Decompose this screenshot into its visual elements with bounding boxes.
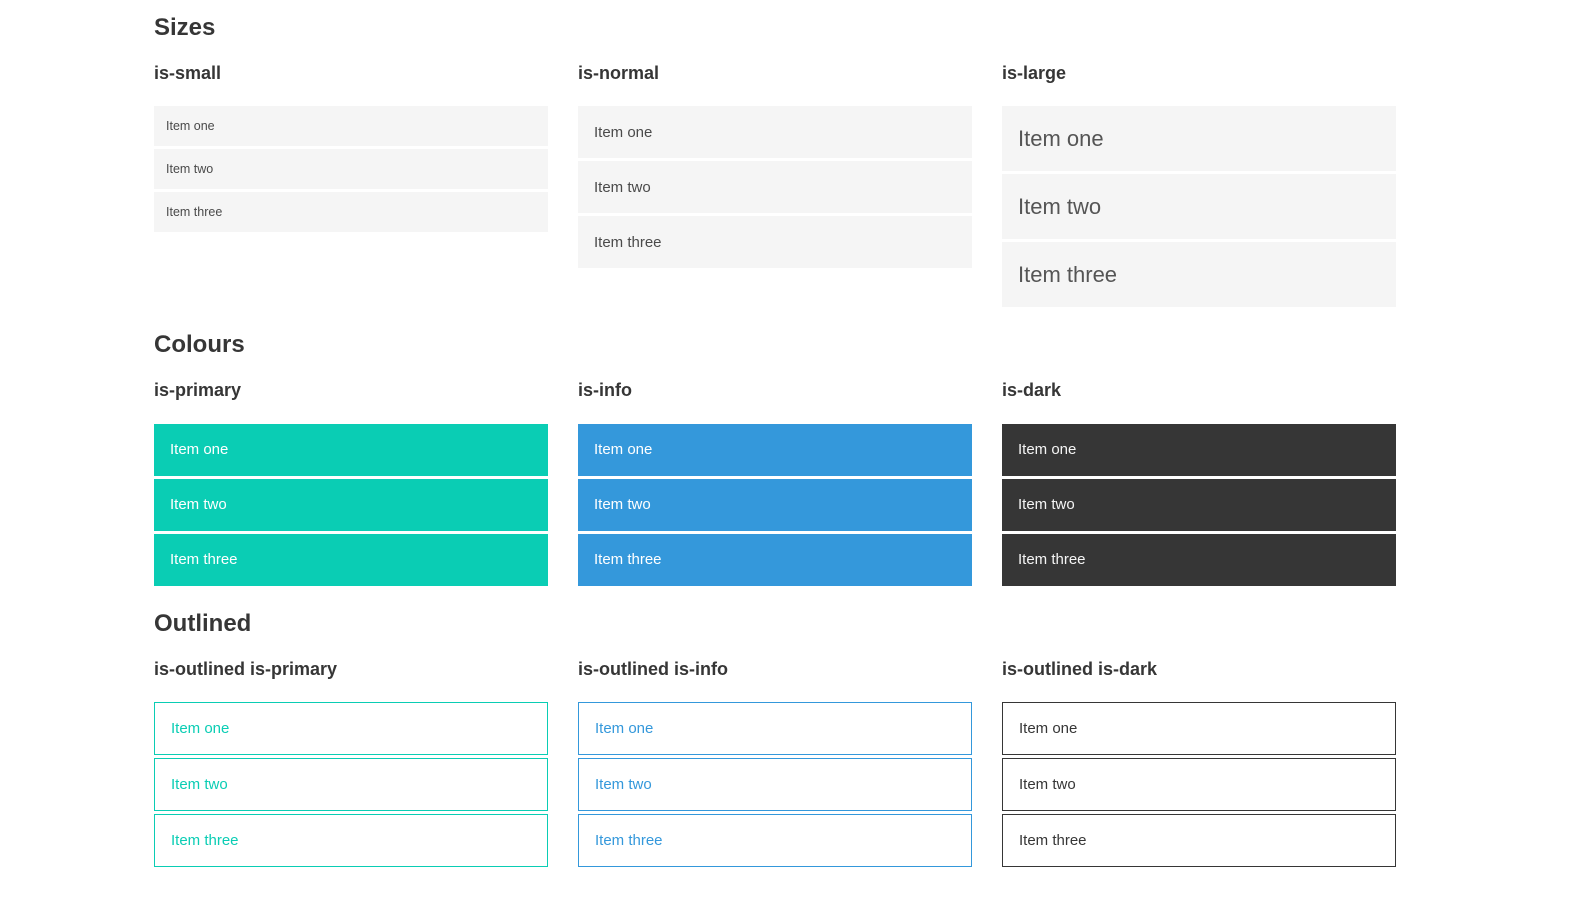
list-item[interactable]: Item two — [154, 758, 548, 812]
group-is-info: is-info Item one Item two Item three — [578, 380, 972, 586]
list-info: Item one Item two Item three — [578, 423, 972, 586]
style-guide-page: Sizes is-small Item one Item two Item th… — [154, 0, 1396, 921]
list-item[interactable]: Item three — [154, 192, 548, 233]
group-label: is-normal — [578, 62, 660, 83]
section-outlined-grid: is-outlined is-primary Item one Item two… — [154, 659, 1396, 868]
section-sizes-grid: is-small Item one Item two Item three is… — [154, 63, 1396, 308]
list-small: Item one Item two Item three — [154, 106, 548, 233]
list-item[interactable]: Item one — [578, 106, 972, 159]
group-label: is-outlined is-info — [578, 658, 728, 679]
list-normal: Item one Item two Item three — [578, 106, 972, 269]
group-is-large: is-large Item one Item two Item three — [1002, 63, 1396, 308]
group-is-normal: is-normal Item one Item two Item three — [578, 63, 972, 269]
group-label: is-outlined is-primary — [154, 658, 338, 679]
section-outlined: Outlined is-outlined is-primary Item one… — [154, 609, 1396, 868]
group-is-primary: is-primary Item one Item two Item three — [154, 380, 548, 586]
list-item[interactable]: Item two — [1002, 478, 1396, 531]
group-label: is-info — [578, 380, 632, 401]
list-item[interactable]: Item one — [578, 423, 972, 476]
list-outlined-info: Item one Item two Item three — [578, 702, 972, 868]
group-is-outlined-is-info: is-outlined is-info Item one Item two It… — [578, 659, 972, 868]
list-large: Item one Item two Item three — [1002, 106, 1396, 308]
list-item[interactable]: Item one — [154, 423, 548, 476]
section-sizes: Sizes is-small Item one Item two Item th… — [154, 14, 1396, 308]
group-label: is-dark — [1002, 380, 1062, 401]
list-item[interactable]: Item two — [578, 478, 972, 531]
list-item[interactable]: Item two — [1002, 174, 1396, 240]
list-item[interactable]: Item one — [1002, 702, 1396, 756]
list-item[interactable]: Item one — [1002, 106, 1396, 172]
list-item[interactable]: Item two — [154, 149, 548, 190]
group-is-outlined-is-primary: is-outlined is-primary Item one Item two… — [154, 659, 548, 868]
list-item[interactable]: Item three — [1002, 533, 1396, 586]
list-item[interactable]: Item two — [578, 758, 972, 812]
list-item[interactable]: Item one — [1002, 423, 1396, 476]
section-title: Colours — [154, 331, 245, 359]
list-item[interactable]: Item three — [154, 814, 548, 868]
section-title: Sizes — [154, 14, 216, 41]
group-label: is-small — [154, 62, 222, 83]
list-item[interactable]: Item three — [1002, 814, 1396, 868]
group-label: is-outlined is-dark — [1002, 658, 1158, 679]
group-is-dark: is-dark Item one Item two Item three — [1002, 380, 1396, 586]
list-item[interactable]: Item one — [578, 702, 972, 756]
list-item[interactable]: Item two — [1002, 758, 1396, 812]
list-outlined-primary: Item one Item two Item three — [154, 702, 548, 868]
list-outlined-dark: Item one Item two Item three — [1002, 702, 1396, 868]
list-item[interactable]: Item one — [154, 106, 548, 147]
group-is-small: is-small Item one Item two Item three — [154, 63, 548, 233]
list-primary: Item one Item two Item three — [154, 423, 548, 586]
list-item[interactable]: Item three — [154, 533, 548, 586]
list-item[interactable]: Item two — [578, 161, 972, 214]
section-colours: Colours is-primary Item one Item two Ite… — [154, 331, 1396, 586]
section-title: Outlined — [154, 609, 252, 637]
list-item[interactable]: Item three — [578, 814, 972, 868]
group-is-outlined-is-dark: is-outlined is-dark Item one Item two It… — [1002, 659, 1396, 868]
list-item[interactable]: Item three — [578, 216, 972, 269]
list-dark: Item one Item two Item three — [1002, 423, 1396, 586]
list-item[interactable]: Item two — [154, 478, 548, 531]
list-item[interactable]: Item three — [578, 533, 972, 586]
group-label: is-primary — [154, 380, 242, 401]
list-item[interactable]: Item one — [154, 702, 548, 756]
group-label: is-large — [1002, 62, 1067, 83]
list-item[interactable]: Item three — [1002, 242, 1396, 308]
section-colours-grid: is-primary Item one Item two Item three … — [154, 380, 1396, 586]
